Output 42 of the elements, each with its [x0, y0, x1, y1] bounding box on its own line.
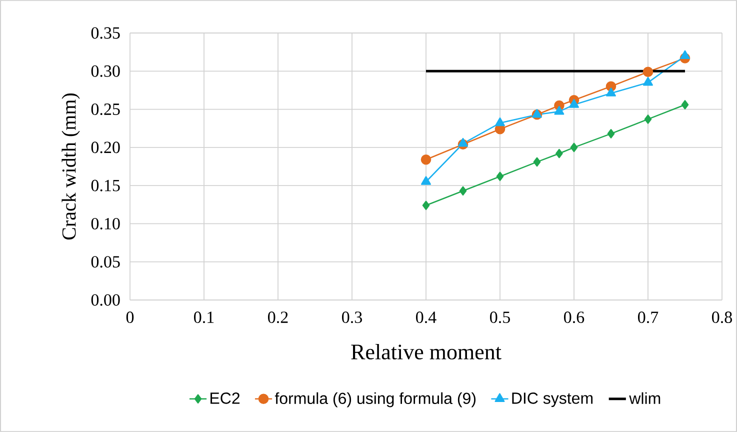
- point: [569, 99, 579, 108]
- legend-label: EC2: [210, 392, 240, 404]
- y-tick-label: 0.25: [91, 104, 120, 116]
- point: [643, 76, 653, 86]
- y-tick-label: 0.15: [91, 180, 120, 192]
- y-tick-label: 0.30: [91, 65, 120, 77]
- y-tick-label: 0.35: [91, 27, 120, 39]
- point: [680, 50, 690, 60]
- legend-label: DIC system: [512, 392, 593, 408]
- point: [642, 66, 654, 78]
- point: [554, 106, 564, 115]
- x-tick-label: 0.2: [268, 312, 288, 324]
- x-tick-label: 0.1: [194, 312, 214, 324]
- point: [422, 200, 430, 210]
- y-tick-label: 0.10: [91, 218, 120, 230]
- legend-label: wlim: [629, 392, 660, 404]
- point: [496, 172, 504, 182]
- x-tick-label: 0: [126, 312, 134, 324]
- point: [570, 142, 578, 152]
- y-axis-title: Crack width (mm): [62, 93, 80, 240]
- point: [421, 176, 431, 185]
- point: [606, 88, 616, 96]
- y-tick-label: 0.00: [91, 294, 120, 306]
- x-tick-label: 0.5: [490, 312, 510, 324]
- point: [420, 154, 432, 165]
- y-tick-label: 0.20: [91, 142, 120, 154]
- x-axis-title: Relative moment: [351, 344, 502, 360]
- point: [681, 100, 689, 110]
- point: [533, 157, 541, 167]
- point: [458, 138, 468, 147]
- x-tick-label: 0.3: [342, 312, 362, 324]
- point: [459, 186, 467, 196]
- point: [556, 148, 563, 158]
- point: [607, 129, 615, 138]
- x-tick-label: 0.4: [416, 312, 436, 324]
- x-tick-label: 0.8: [712, 312, 732, 324]
- point: [495, 117, 505, 126]
- legend-label: formula (6) using formula (9): [274, 392, 476, 408]
- x-tick-label: 0.6: [564, 312, 584, 324]
- y-tick-label: 0.05: [91, 256, 120, 268]
- point: [644, 114, 652, 124]
- x-tick-label: 0.7: [638, 312, 658, 324]
